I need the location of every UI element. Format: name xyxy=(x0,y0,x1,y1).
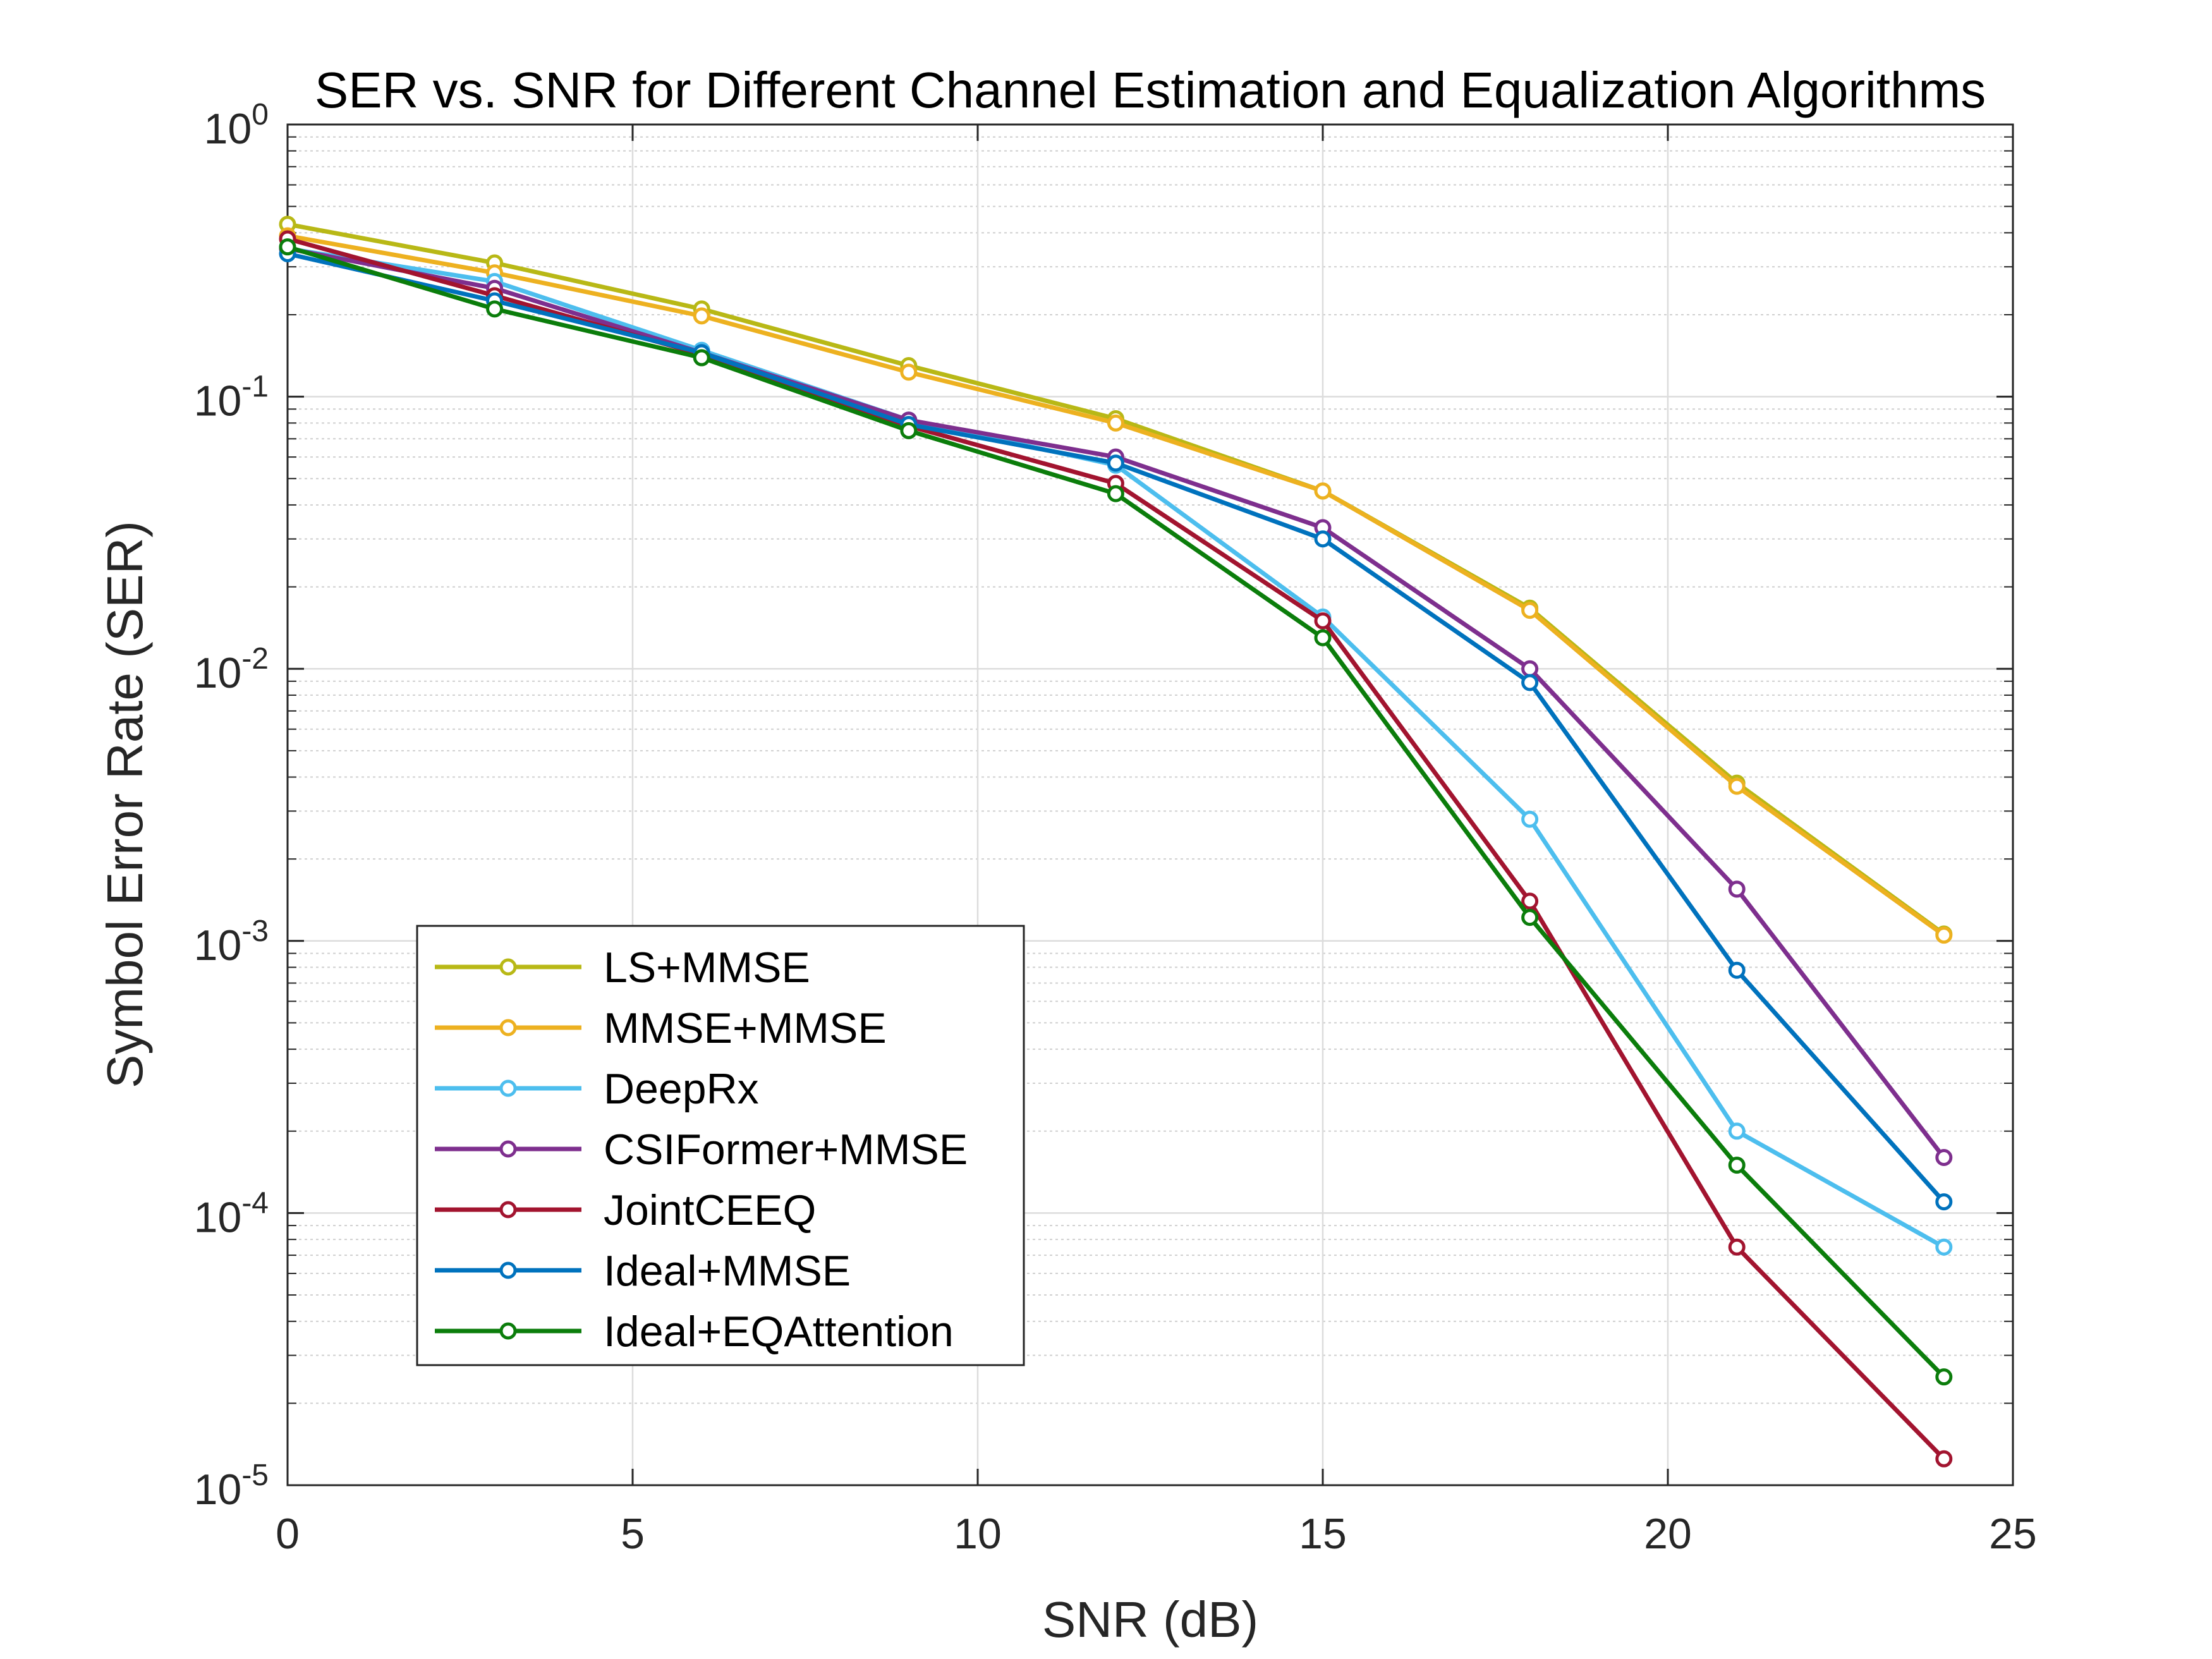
data-point xyxy=(486,300,504,318)
y-tick-exponent: -4 xyxy=(241,1186,269,1220)
legend-marker xyxy=(499,1322,517,1340)
legend-label: CSIFormer+MMSE xyxy=(604,1126,968,1174)
data-point xyxy=(1521,674,1539,691)
legend-label: MMSE+MMSE xyxy=(604,1004,887,1052)
y-tick-label: 10-2 xyxy=(194,642,269,697)
y-tick-base: 10 xyxy=(194,1193,242,1241)
axis-ticks xyxy=(286,123,2014,1486)
y-tick-exponent: -2 xyxy=(241,642,269,676)
data-point xyxy=(1521,892,1539,910)
y-tick-label: 10-5 xyxy=(194,1459,269,1514)
data-point xyxy=(279,238,296,256)
y-tick-label: 10-4 xyxy=(194,1186,269,1241)
series-mmse-mmse xyxy=(279,227,1953,944)
data-point xyxy=(1521,602,1539,619)
series-group xyxy=(279,216,1953,1468)
y-tick-exponent: -1 xyxy=(241,370,269,404)
legend-label: Ideal+EQAttention xyxy=(604,1308,954,1356)
legend-item: DeepRx xyxy=(435,1065,759,1113)
data-point xyxy=(1935,927,1953,944)
series-ideal-eqattention xyxy=(279,238,1953,1386)
series-ideal-mmse xyxy=(279,245,1953,1211)
legend-marker xyxy=(499,1201,517,1218)
legend-label: DeepRx xyxy=(604,1065,759,1113)
x-tick-label: 20 xyxy=(1644,1510,1692,1558)
plot-frame xyxy=(286,123,2014,1486)
data-point xyxy=(693,307,710,325)
y-tick-base: 10 xyxy=(194,1466,242,1514)
data-point xyxy=(1728,1238,1746,1256)
y-tick-base: 10 xyxy=(194,377,242,425)
data-point xyxy=(1107,485,1124,502)
y-tick-base: 10 xyxy=(204,105,252,153)
data-point xyxy=(1521,810,1539,828)
y-tick-base: 10 xyxy=(194,921,242,969)
x-tick-label: 10 xyxy=(954,1510,1002,1558)
data-point xyxy=(1935,1149,1953,1167)
legend-marker xyxy=(499,1261,517,1279)
x-tick-label: 15 xyxy=(1299,1510,1347,1558)
legend-item: JointCEEQ xyxy=(435,1186,816,1234)
legend-marker xyxy=(499,1140,517,1158)
legend-marker xyxy=(499,1079,517,1097)
data-point xyxy=(1728,880,1746,898)
x-tick-label: 25 xyxy=(1989,1510,2037,1558)
legend-label: LS+MMSE xyxy=(604,944,810,992)
data-point xyxy=(900,363,918,381)
x-axis-label: SNR (dB) xyxy=(1042,1591,1258,1648)
legend-item: CSIFormer+MMSE xyxy=(435,1126,968,1174)
chart-title: SER vs. SNR for Different Channel Estima… xyxy=(315,62,1986,118)
y-tick-label: 100 xyxy=(204,98,269,153)
x-tick-label: 0 xyxy=(276,1510,300,1558)
y-tick-exponent: -3 xyxy=(241,915,269,948)
data-point xyxy=(1314,612,1332,629)
legend-label: Ideal+MMSE xyxy=(604,1247,851,1295)
x-tick-label: 5 xyxy=(621,1510,645,1558)
data-point xyxy=(1314,629,1332,647)
data-point xyxy=(1107,414,1124,432)
legend-marker xyxy=(499,958,517,976)
data-point xyxy=(1728,961,1746,979)
data-point xyxy=(1728,777,1746,795)
legend: LS+MMSE MMSE+MMSE DeepRx CSIFormer+MMSE Join… xyxy=(416,925,1025,1366)
data-point xyxy=(900,422,918,439)
legend-label: JointCEEQ xyxy=(604,1186,816,1234)
data-point xyxy=(1935,1238,1953,1256)
legend-marker xyxy=(499,1019,517,1036)
data-point xyxy=(1935,1450,1953,1468)
y-tick-exponent: -5 xyxy=(241,1459,269,1492)
data-point xyxy=(1521,660,1539,678)
legend-item: Ideal+MMSE xyxy=(435,1247,851,1295)
y-tick-base: 10 xyxy=(194,649,242,697)
data-point xyxy=(1935,1368,1953,1386)
legend-item: LS+MMSE xyxy=(435,944,810,992)
data-point xyxy=(1521,909,1539,927)
data-point xyxy=(1728,1157,1746,1174)
legend-item: MMSE+MMSE xyxy=(435,1004,887,1052)
legend-item: Ideal+EQAttention xyxy=(435,1308,954,1356)
y-tick-label: 10-3 xyxy=(194,915,269,969)
data-point xyxy=(1107,454,1124,472)
y-tick-exponent: 0 xyxy=(252,98,269,131)
data-point xyxy=(1935,1193,1953,1211)
data-point xyxy=(693,349,710,367)
data-point xyxy=(1314,530,1332,548)
legend-box xyxy=(416,925,1025,1366)
data-point xyxy=(1314,482,1332,500)
x-tick-labels: 0 5 10 15 20 25 xyxy=(276,1510,2037,1558)
y-tick-label: 10-1 xyxy=(194,370,269,425)
data-point xyxy=(1728,1122,1746,1140)
y-axis-label: Symbol Error Rate (SER) xyxy=(97,521,153,1088)
